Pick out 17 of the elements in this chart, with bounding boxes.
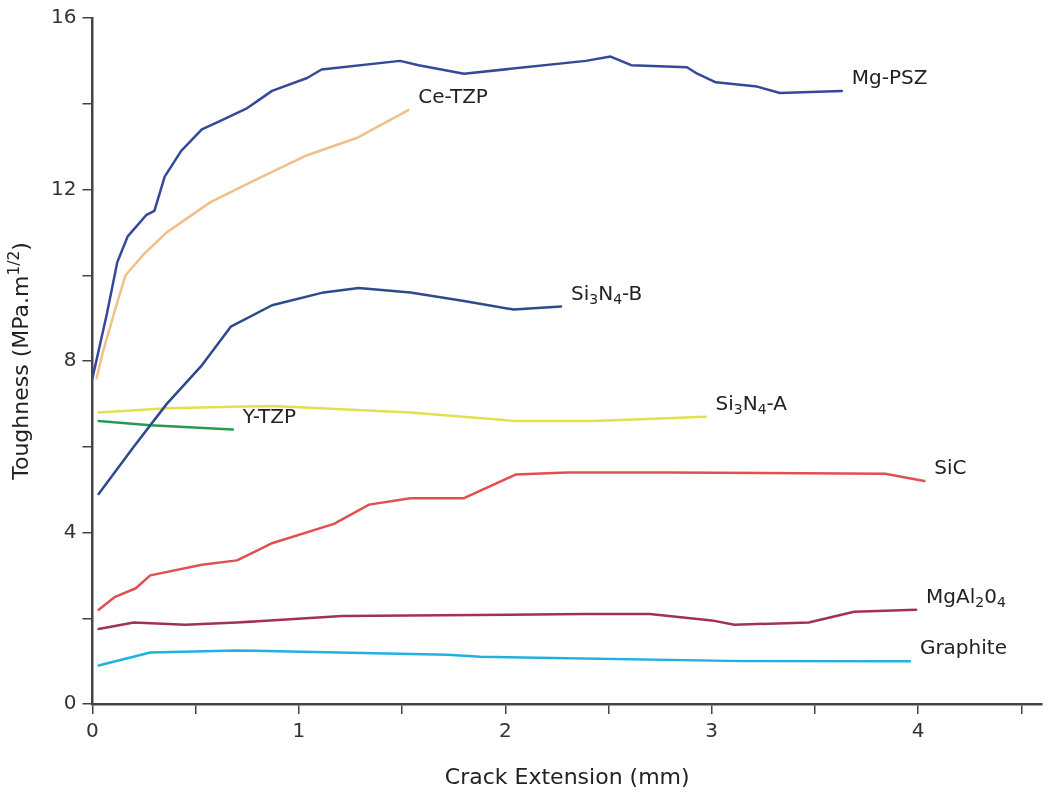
series-label: Mg-PSZ: [851, 65, 928, 90]
x-tick-label: 4: [911, 718, 925, 743]
x-tick-label: 3: [705, 718, 719, 743]
series-label: Y-TZP: [241, 403, 297, 428]
y-tick-label: 4: [63, 518, 77, 543]
x-tick-label: 0: [86, 718, 99, 743]
x-axis-title: Crack Extension (mm): [444, 763, 690, 789]
series-label: Graphite: [919, 635, 1007, 660]
y-axis-title: Toughness (MPa.m1/2): [5, 242, 33, 481]
y-tick-label: 16: [51, 4, 77, 29]
y-tick-label: 8: [63, 347, 77, 372]
x-tick-label: 1: [292, 718, 306, 743]
x-tick-label: 2: [498, 718, 512, 743]
y-tick-label: 0: [63, 690, 77, 715]
series-label: SiC: [934, 455, 967, 480]
series-label: Ce-TZP: [418, 84, 488, 109]
y-tick-label: 12: [51, 175, 77, 200]
